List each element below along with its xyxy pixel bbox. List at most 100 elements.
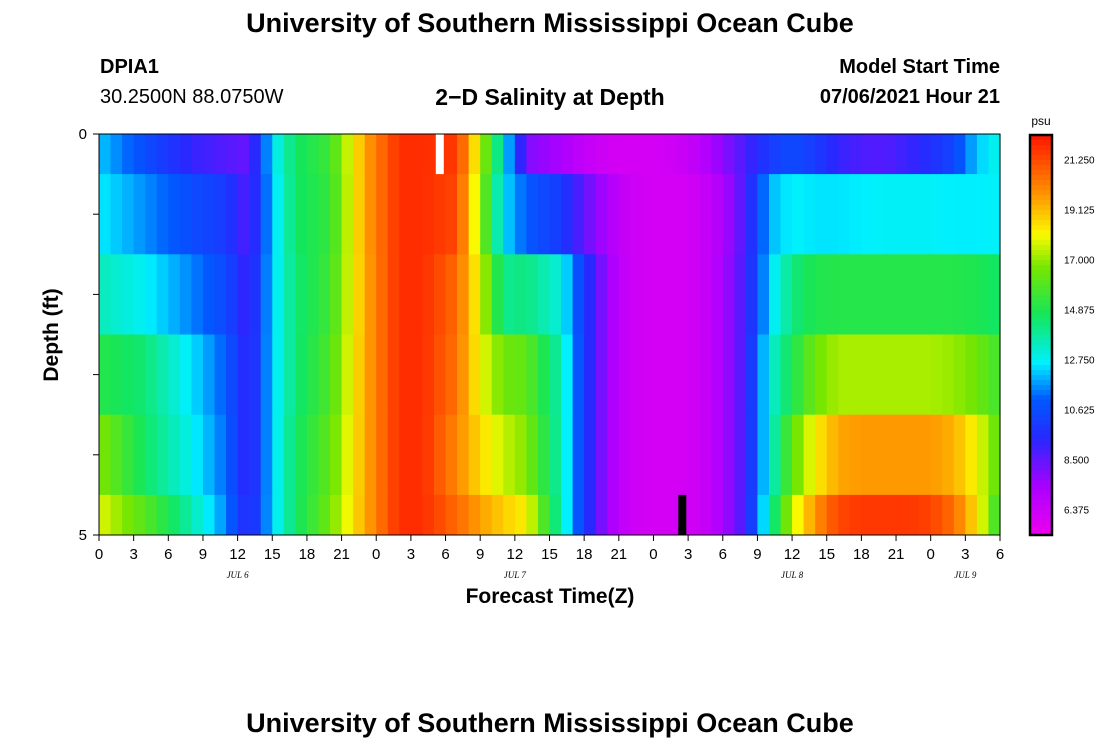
colorbar-segment xyxy=(1030,145,1052,151)
heatmap-cell xyxy=(803,254,816,335)
colorbar-segment xyxy=(1030,495,1052,501)
heatmap-cell xyxy=(387,174,400,255)
colorbar-segment xyxy=(1030,180,1052,186)
heatmap-cell xyxy=(226,414,239,496)
colorbar-segment xyxy=(1030,505,1052,511)
heatmap-cell xyxy=(237,414,250,496)
heatmap-cell xyxy=(768,174,782,255)
x-tick-label: 0 xyxy=(95,546,103,563)
heatmap-cell xyxy=(514,254,527,335)
heatmap-cell xyxy=(364,254,377,335)
heatmap-cell xyxy=(422,414,435,496)
heatmap-cell xyxy=(445,254,458,335)
colorbar-segment xyxy=(1030,475,1052,481)
heatmap-cell xyxy=(272,414,285,496)
heatmap-cell xyxy=(341,254,354,335)
heatmap-cell xyxy=(815,334,828,416)
heatmap-cell xyxy=(110,134,123,175)
heatmap-cell xyxy=(364,494,377,536)
colorbar-tick-label: 6.375 xyxy=(1064,506,1089,517)
colorbar-tick-label: 10.625 xyxy=(1064,406,1095,417)
heatmap-cell xyxy=(191,414,204,496)
heatmap-cell xyxy=(376,414,389,496)
colorbar-segment xyxy=(1030,390,1052,396)
heatmap-cell xyxy=(653,134,666,175)
heatmap-cell xyxy=(191,254,204,335)
heatmap-cell xyxy=(896,134,909,175)
heatmap-cell xyxy=(122,494,135,536)
colorbar-segment xyxy=(1030,275,1052,281)
heatmap-cell xyxy=(653,494,666,536)
heatmap-cell xyxy=(283,174,296,255)
heatmap-cell xyxy=(641,254,655,335)
heatmap-cell xyxy=(399,174,412,255)
heatmap-cell xyxy=(919,254,932,335)
heatmap-cell xyxy=(202,494,216,536)
heatmap-cell xyxy=(272,494,285,536)
colorbar-tick-label: 14.875 xyxy=(1064,306,1095,317)
colorbar-segment xyxy=(1030,280,1052,286)
heatmap-cell xyxy=(607,254,620,335)
x-tick-label: 0 xyxy=(649,546,657,563)
heatmap-cell xyxy=(757,494,770,536)
heatmap-cell xyxy=(780,414,793,496)
heatmap-cell xyxy=(122,134,135,175)
colorbar-segment xyxy=(1030,240,1052,246)
colorbar-segment xyxy=(1030,215,1052,221)
heatmap-cell xyxy=(468,414,481,496)
heatmap-cell xyxy=(861,334,874,416)
colorbar-segment xyxy=(1030,210,1052,216)
colorbar-segment xyxy=(1030,445,1052,451)
heatmap-cell xyxy=(872,414,886,496)
heatmap-cell xyxy=(283,334,296,416)
colorbar-segment xyxy=(1030,415,1052,421)
heatmap-cell xyxy=(572,414,585,496)
colorbar-segment xyxy=(1030,440,1052,446)
colorbar-segment xyxy=(1030,510,1052,516)
colorbar-segment xyxy=(1030,185,1052,191)
heatmap-cell xyxy=(249,174,262,255)
heatmap-cell xyxy=(179,134,193,175)
heatmap-cell xyxy=(202,254,216,335)
heatmap-cell xyxy=(930,134,943,175)
heatmap-cell xyxy=(318,254,331,335)
heatmap-cell xyxy=(491,134,504,175)
heatmap-cell xyxy=(283,494,296,536)
x-tick-label: 15 xyxy=(264,546,281,563)
heatmap-cell xyxy=(976,334,990,416)
heatmap-cell xyxy=(561,494,574,536)
heatmap-cell xyxy=(179,494,193,536)
heatmap-cell xyxy=(699,134,712,175)
heatmap-cell xyxy=(364,134,377,175)
heatmap-cell xyxy=(353,174,366,255)
heatmap-cell xyxy=(341,334,354,416)
heatmap-cell xyxy=(399,414,412,496)
heatmap-cell xyxy=(803,414,816,496)
heatmap-cell xyxy=(665,134,678,175)
heatmap-cell xyxy=(376,494,389,536)
heatmap-cell xyxy=(896,494,909,536)
heatmap-cell xyxy=(514,334,527,416)
heatmap-cell xyxy=(976,174,990,255)
colorbar-segment xyxy=(1030,315,1052,321)
heatmap-cell xyxy=(884,414,897,496)
heatmap-cell xyxy=(688,494,701,536)
heatmap-cell xyxy=(433,334,447,416)
heatmap-cell xyxy=(838,174,851,255)
heatmap-cell xyxy=(410,134,424,175)
heatmap-cell xyxy=(445,334,458,416)
heatmap-cell xyxy=(168,254,181,335)
heatmap-cell xyxy=(156,254,169,335)
heatmap-cell xyxy=(133,174,146,255)
heatmap-cell xyxy=(179,174,193,255)
colorbar-segment xyxy=(1030,480,1052,486)
colorbar-segment xyxy=(1030,205,1052,211)
heatmap-cell xyxy=(872,494,886,536)
heatmap-cell xyxy=(561,414,574,496)
x-tick-label: 21 xyxy=(333,546,350,563)
heatmap-cell xyxy=(133,494,146,536)
heatmap-cell xyxy=(988,494,1001,536)
heatmap-cell xyxy=(249,494,262,536)
heatmap-cell xyxy=(665,334,678,416)
colorbar-segment xyxy=(1030,265,1052,271)
